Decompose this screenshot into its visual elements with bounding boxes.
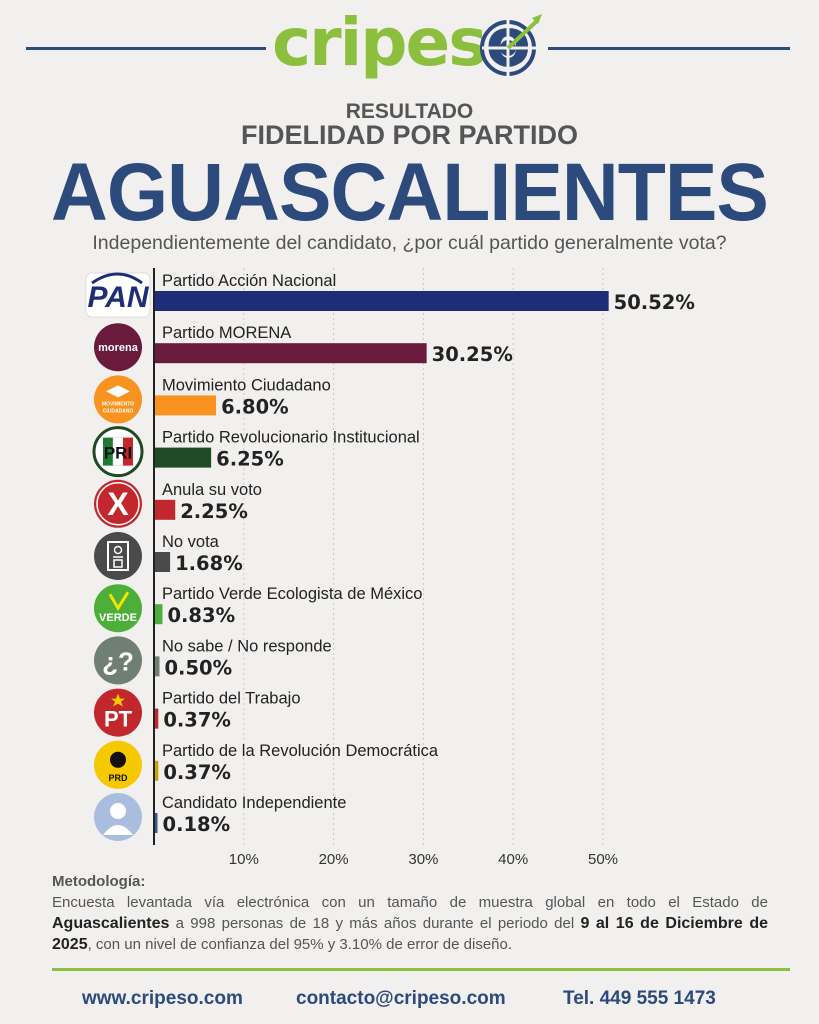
bar [155,552,171,572]
question-icon: ¿? [94,636,142,685]
survey-question: Independientemente del candidato, ¿por c… [92,232,727,254]
methodology-text-1: Encuesta levantada vía electrónica con u… [52,894,768,911]
pt-logo: PT [94,688,142,737]
svg-text:¿?: ¿? [102,646,134,676]
data-label: 50.52% [614,291,695,314]
data-label: 6.25% [216,448,284,471]
footer-website[interactable]: www.cripeso.com [82,988,243,1009]
svg-text:morena: morena [98,342,139,354]
ballot-icon [94,532,142,580]
data-label: 2.25% [180,500,248,523]
data-label: 6.80% [221,395,289,418]
footer-phone[interactable]: Tel. 449 555 1473 [563,988,716,1009]
prd-logo: PRD [94,740,142,789]
x-tick-label: 20% [319,851,349,868]
methodology-state: Aguascalientes [52,915,170,932]
header-rule-left [26,47,266,50]
svg-text:PRD: PRD [108,773,128,783]
data-label: 0.50% [164,656,232,679]
data-label: 0.83% [167,604,235,627]
logo-text-main: cripes [272,4,488,81]
svg-text:X: X [107,486,129,522]
x-tick-label: 30% [408,851,438,868]
data-label: 30.25% [432,343,513,366]
bar [155,604,163,625]
footer-email[interactable]: contacto@cripeso.com [296,988,506,1009]
data-label: 1.68% [175,552,243,575]
svg-text:VERDE: VERDE [99,612,137,624]
svg-text:MOVIMIENTO: MOVIMIENTO [102,401,134,407]
category-label: Movimiento Ciudadano [162,376,331,394]
category-label: Partido MORENA [162,324,291,342]
x-tick-label: 40% [498,851,528,868]
methodology-text-3: , con un nivel de confianza del 95% y 3.… [87,936,513,953]
methodology: Metodología: Encuesta levantada vía elec… [52,873,768,955]
bar [155,499,176,520]
person-icon [94,793,142,841]
category-label: No sabe / No responde [162,637,332,655]
bar [155,813,158,833]
bar [155,656,160,677]
verde-logo: VERDE [94,584,142,633]
svg-text:CIUDADANO: CIUDADANO [103,408,134,414]
category-label: No vota [162,533,220,551]
category-label: Partido del Trabajo [162,690,301,708]
methodology-title: Metodología: [52,873,146,890]
methodology-text: Encuesta levantada vía electrónica con u… [52,892,768,955]
category-label: Partido Verde Ecologista de México [162,585,422,603]
bar [155,760,159,781]
bar [155,395,217,416]
methodology-text-2: a 998 personas de 18 y más años durante … [169,915,581,932]
bar [155,343,427,364]
header-rule-right [548,47,790,50]
data-label: 0.37% [163,709,231,732]
pri-logo: PRI [92,426,144,478]
category-label: Partido de la Revolución Democrática [162,742,439,760]
svg-text:PRI: PRI [104,444,132,463]
data-label: 0.18% [163,813,231,836]
footer-rule [52,968,790,971]
target-icon [480,14,542,76]
subtitle-resultado: RESULTADO [345,100,474,123]
svg-text:PT: PT [104,707,133,732]
morena-logo: morena [94,323,142,372]
bar-chart: 10% 20% 30% 40% 50% PAN Partido Acción Naciona… [85,268,695,868]
category-label: Candidato Independiente [162,794,346,812]
bar [155,708,159,729]
category-label: Partido Revolucionario Institucional [162,429,420,447]
bar [155,291,609,311]
category-label: Anula su voto [162,481,262,499]
pan-logo: PAN [85,272,151,318]
methodology-dates: 9 al 16 de Diciembre de 2025 [52,915,768,953]
bar [155,447,212,468]
subtitle-fidelidad: FIDELIDAD POR PARTIDO [241,120,578,150]
x-tick-label: 50% [588,851,618,868]
svg-text:PAN: PAN [87,281,149,314]
data-label: 0.37% [163,761,231,784]
x-icon: X [94,479,142,528]
category-label: Partido Acción Nacional [162,272,336,290]
x-tick-label: 10% [229,851,259,868]
page-title: AGUASCALIENTES [51,147,769,238]
cripeso-logo: cripeso [272,4,542,90]
